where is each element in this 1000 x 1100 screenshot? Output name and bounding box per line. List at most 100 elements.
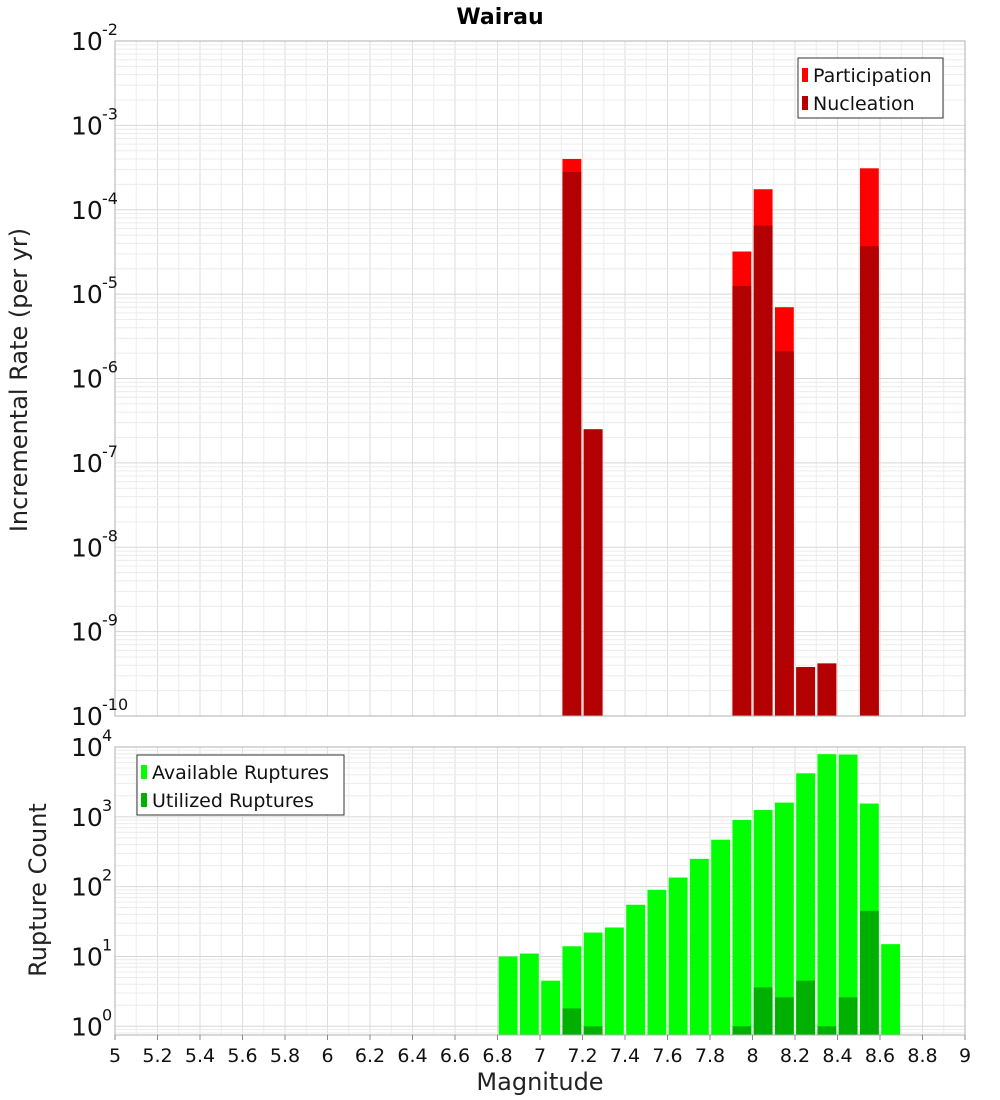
y-tick-label: 10 [71, 873, 103, 902]
y-tick-exponent: -2 [102, 20, 118, 39]
bar [583, 932, 603, 1035]
bar [562, 172, 582, 716]
y-axis-label-rate: Incremental Rate (per yr) [5, 228, 33, 532]
grid [114, 40, 966, 717]
bar [562, 1008, 582, 1035]
y-tick-label: 10 [71, 733, 103, 762]
y-tick-exponent: 0 [102, 1005, 112, 1024]
x-tick-label: 8.8 [907, 1045, 937, 1067]
x-tick-label: 6 [321, 1045, 333, 1067]
bar [817, 663, 837, 716]
bar [817, 1026, 837, 1035]
y-tick-label: 10 [71, 803, 103, 832]
x-tick-label: 5.2 [142, 1045, 172, 1067]
bar [583, 1026, 603, 1035]
bar [881, 944, 901, 1035]
x-tick-label: 5.6 [227, 1045, 257, 1067]
y-tick-label: 10 [71, 942, 103, 971]
bar [817, 754, 837, 1035]
x-tick-label: 9 [959, 1045, 971, 1067]
legend-swatch [141, 793, 147, 807]
series-nucleation [562, 172, 879, 716]
x-tick-label: 7.4 [610, 1045, 640, 1067]
legend-swatch [802, 96, 808, 110]
y-tick-label: 10 [71, 1012, 103, 1041]
bar [774, 997, 794, 1035]
x-tick-label: 7.2 [567, 1045, 597, 1067]
bar [498, 956, 518, 1035]
y-tick-exponent: -3 [102, 104, 118, 123]
bar [838, 997, 858, 1035]
x-tick-label: 8 [746, 1045, 758, 1067]
x-tick-label: 7 [534, 1045, 546, 1067]
y-tick-label: 10 [71, 702, 103, 731]
x-tick-label: 8.4 [822, 1045, 852, 1067]
y-tick-exponent: -5 [102, 273, 118, 292]
x-tick-label: 8.2 [780, 1045, 810, 1067]
legend-box [136, 754, 345, 816]
legend-entry: Available Ruptures [152, 762, 329, 784]
y-tick-exponent: -4 [102, 189, 118, 208]
x-tick-label: 5 [109, 1045, 121, 1067]
legend: Available Ruptures Utilized Ruptures [136, 754, 345, 816]
x-tick-label: 8.6 [865, 1045, 895, 1067]
bar [519, 953, 539, 1035]
bar [711, 839, 731, 1035]
y-tick-label: 10 [71, 27, 103, 56]
y-tick-exponent: -6 [102, 358, 118, 377]
bar [626, 904, 646, 1035]
legend-entry: Utilized Ruptures [152, 790, 314, 812]
x-axis-label: Magnitude [476, 1068, 603, 1096]
chart-title: Wairau [456, 5, 543, 30]
y-tick-exponent: 3 [102, 796, 112, 815]
bar [753, 810, 773, 1035]
x-tick-label: 7.8 [695, 1045, 725, 1067]
legend-entry: Participation [813, 65, 932, 87]
bar [647, 889, 667, 1035]
y-tick-label: 10 [71, 618, 103, 647]
x-tick-label: 6.4 [397, 1045, 427, 1067]
y-tick-exponent: 2 [102, 866, 112, 885]
y-tick-exponent: -8 [102, 526, 118, 545]
bar [732, 1026, 752, 1035]
y-axis-label-count: Rupture Count [24, 803, 52, 977]
legend: Participation Nucleation [797, 57, 944, 119]
y-tick-label: 10 [71, 111, 103, 140]
y-tick-label: 10 [71, 196, 103, 225]
bar [796, 980, 816, 1035]
x-tick-label: 6.2 [355, 1045, 385, 1067]
bar [732, 285, 752, 716]
legend-swatch [141, 765, 147, 779]
bar [753, 987, 773, 1035]
bar [859, 246, 879, 716]
bar [753, 225, 773, 716]
y-tick-exponent: 1 [102, 935, 112, 954]
bar [774, 351, 794, 716]
bar [604, 927, 624, 1035]
y-tick-exponent: -10 [102, 695, 128, 714]
bar [583, 429, 603, 716]
bar [796, 667, 816, 716]
bar [796, 773, 816, 1035]
legend-swatch [802, 68, 808, 82]
bar [668, 877, 688, 1035]
y-tick-exponent: -7 [102, 442, 118, 461]
x-tick-label: 6.6 [440, 1045, 470, 1067]
y-tick-exponent: -9 [102, 611, 118, 630]
rupture-count-panel: 10 010 110 210 310 45 5.2 5.4 5.6 5.8 6 6.2 6.4 6.6 6.… [71, 726, 971, 1067]
bar [541, 980, 561, 1035]
bar [838, 754, 858, 1035]
legend-box [797, 57, 944, 119]
y-tick-exponent: 4 [102, 726, 112, 745]
y-tick-label: 10 [71, 533, 103, 562]
bar [774, 802, 794, 1035]
bar [859, 910, 879, 1035]
x-tick-label: 5.8 [270, 1045, 300, 1067]
x-tick-label: 5.4 [185, 1045, 215, 1067]
legend-entry: Nucleation [813, 93, 915, 115]
x-tick-labels: 5 5.2 5.4 5.6 5.8 6 6.2 6.4 6.6 6.8 7 7.2 7.4 7.6 7.8 8… [109, 1035, 971, 1067]
